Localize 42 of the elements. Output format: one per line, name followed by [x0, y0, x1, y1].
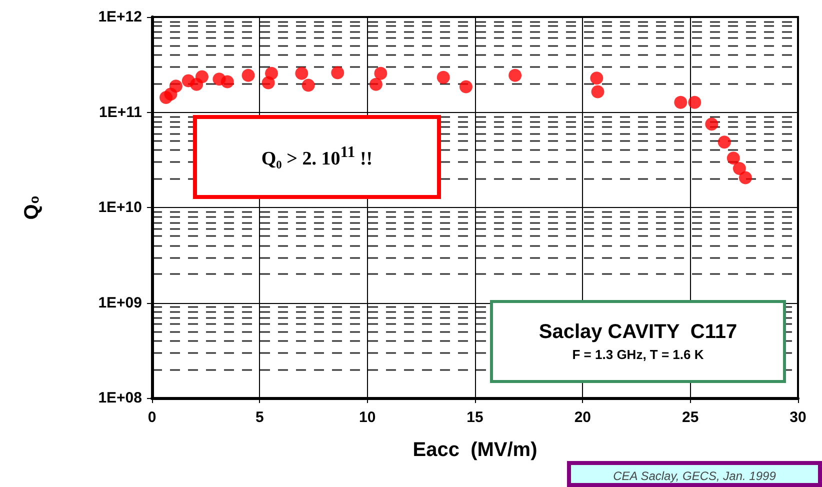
y-axis-title: Q₀: [21, 195, 43, 220]
x-tick-label: 5: [255, 409, 264, 426]
point: [220, 75, 234, 88]
x-axis-title: Eacc (MV/m): [412, 439, 538, 461]
label-box: Saclay CAVITY C117 F = 1.3 GHz, T = 1.6 K: [490, 300, 786, 383]
x-tick-label: 15: [466, 409, 484, 426]
y-tick-label: 1E+08: [98, 390, 142, 406]
credit-box: CEA Saclay, GECS, Jan. 1999: [567, 461, 822, 487]
point: [436, 70, 450, 84]
x-tick-label: 10: [358, 409, 376, 426]
point: [369, 78, 382, 91]
point: [688, 96, 702, 109]
point: [718, 136, 731, 149]
point: [508, 68, 522, 82]
point: [590, 72, 604, 85]
point: [295, 66, 308, 80]
x-tick-label: 0: [148, 409, 156, 426]
point: [705, 118, 718, 131]
point: [374, 66, 388, 80]
point: [302, 78, 315, 92]
y-tick-label: 1E+09: [98, 294, 142, 312]
point: [242, 68, 255, 82]
point: [726, 152, 740, 165]
annotation: Q₀ > 2. 10$^{11}$ !!: [261, 143, 373, 172]
point: [265, 66, 278, 80]
x-tick-label: 30: [790, 409, 806, 426]
point: [195, 70, 208, 84]
annotation: Saclay CAVITY C117: [538, 320, 738, 346]
y-tick-label: 1E+10: [98, 199, 142, 216]
point: [459, 80, 472, 94]
x-tick-label: 25: [682, 409, 699, 426]
x-tick-label: 20: [574, 409, 592, 426]
point: [169, 80, 182, 93]
annotation: F = 1.3 GHz, T = 1.6 K: [572, 346, 704, 364]
point: [674, 96, 688, 109]
point: [331, 66, 344, 80]
y-tick-label: 1E+12: [98, 8, 142, 26]
point: [738, 171, 752, 184]
point: [732, 162, 746, 175]
point: [591, 85, 604, 98]
note-box: Q₀ > 2. 10$^{11}$ !!: [193, 115, 441, 199]
y-tick-label: 1E+11: [99, 104, 142, 121]
